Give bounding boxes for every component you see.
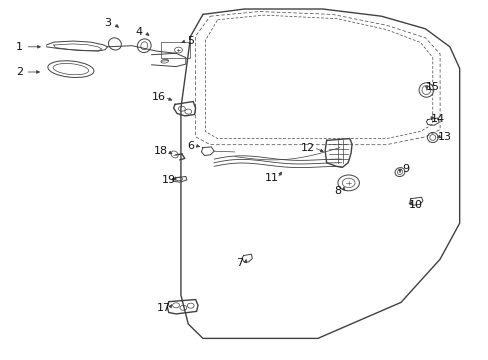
Text: 4: 4: [136, 27, 142, 37]
Text: 1: 1: [16, 42, 23, 52]
Text: 5: 5: [187, 36, 194, 46]
Text: 18: 18: [154, 146, 168, 156]
Text: 8: 8: [333, 186, 340, 196]
Text: 15: 15: [425, 82, 439, 92]
Text: 11: 11: [264, 173, 278, 183]
Text: 9: 9: [402, 164, 408, 174]
Text: 19: 19: [162, 175, 175, 185]
Text: 7: 7: [236, 258, 243, 268]
Text: 3: 3: [104, 18, 111, 28]
Text: 17: 17: [157, 303, 170, 313]
Text: 10: 10: [408, 200, 422, 210]
Text: 14: 14: [430, 114, 444, 124]
Text: 12: 12: [301, 143, 314, 153]
Text: 13: 13: [437, 132, 451, 142]
Text: 6: 6: [187, 141, 194, 151]
Text: 2: 2: [16, 67, 23, 77]
Text: 16: 16: [152, 92, 165, 102]
